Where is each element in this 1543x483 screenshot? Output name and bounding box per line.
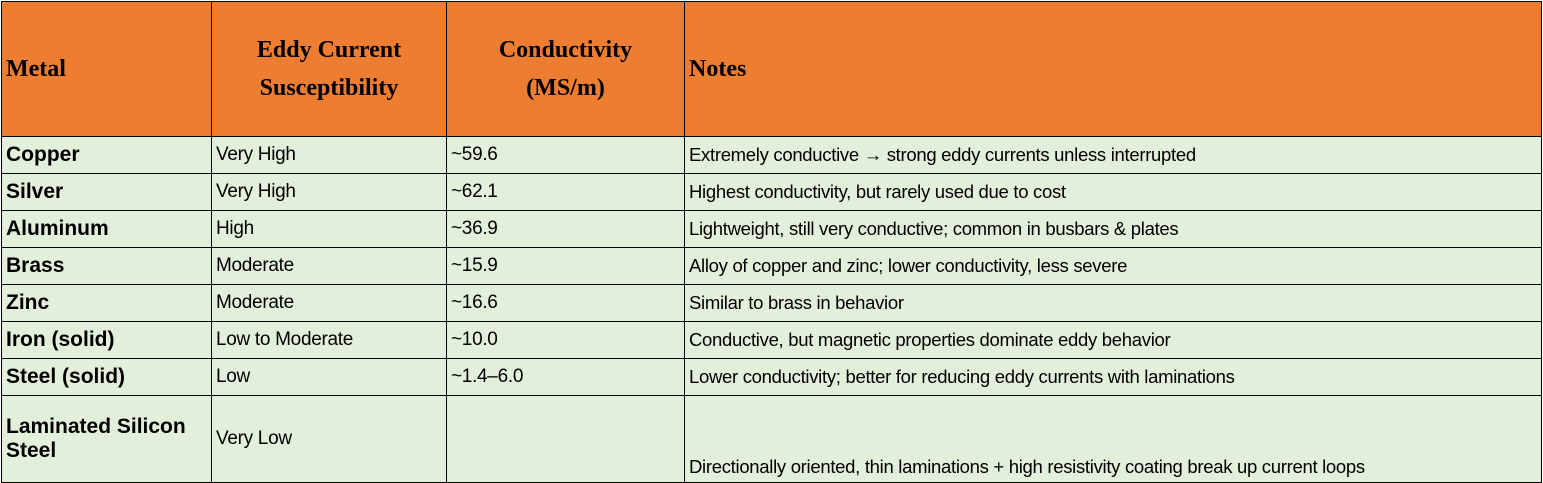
table-cell: Conductive, but magnetic properties domi… (684, 321, 1542, 359)
table-cell: Very High (211, 173, 447, 211)
table-cell: Steel (solid) (1, 358, 212, 396)
header-cell: Conductivity (MS/m) (446, 1, 685, 137)
table-cell: Very Low (211, 395, 447, 483)
table-row: Brass Moderate ~15.9 Alloy of copper and zi… (1, 247, 1542, 285)
header-row: Metal Eddy Current Susceptibility Conduc… (1, 1, 1542, 137)
table-cell: Extremely conductive → strong eddy curre… (684, 136, 1542, 174)
table-row: Laminated Silicon Steel Very Low Direction… (1, 395, 1542, 483)
table-row: Silver Very High ~62.1 Highest conductivity… (1, 173, 1542, 211)
table-row: Steel (solid) Low ~1.4–6.0 Lower conductivi… (1, 358, 1542, 396)
table-cell: Highest conductivity, but rarely used du… (684, 173, 1542, 211)
table-cell: Zinc (1, 284, 212, 322)
table-cell: ~15.9 (446, 247, 685, 285)
table-cell: Moderate (211, 247, 447, 285)
table-cell: Laminated Silicon Steel (1, 395, 212, 483)
table-cell: Iron (solid) (1, 321, 212, 359)
header-text: Notes (689, 55, 747, 82)
table-cell: ~36.9 (446, 210, 685, 248)
table-cell: ~10.0 (446, 321, 685, 359)
table-cell: Alloy of copper and zinc; lower conducti… (684, 247, 1542, 285)
table-cell: Copper (1, 136, 212, 174)
table-cell: ~59.6 (446, 136, 685, 174)
table-cell: ~1.4–6.0 (446, 358, 685, 396)
table-row: Iron (solid) Low to Moderate ~10.0 Conducti… (1, 321, 1542, 359)
header-text: Eddy Current Susceptibility (256, 37, 402, 101)
table-cell: Lower conductivity; better for reducing … (684, 358, 1542, 396)
table-cell: Similar to brass in behavior (684, 284, 1542, 322)
table-cell: Low (211, 358, 447, 396)
header-cell: Notes (684, 1, 1542, 137)
table-cell: Low to Moderate (211, 321, 447, 359)
table-row: Zinc Moderate ~16.6 Similar to brass in beh… (1, 284, 1542, 322)
table-row: Aluminum High ~36.9 Lightweight, still very… (1, 210, 1542, 248)
table-cell (446, 395, 685, 483)
table-cell: Directionally oriented, thin laminations… (684, 395, 1542, 483)
table-cell: ~62.1 (446, 173, 685, 211)
table-cell: Moderate (211, 284, 447, 322)
table-cell: Brass (1, 247, 212, 285)
header-text: Conductivity (MS/m) (498, 37, 633, 101)
table-cell: ~16.6 (446, 284, 685, 322)
table-body: Copper Very High ~59.6 Extremely conductive… (1, 136, 1542, 483)
table-cell: Very High (211, 136, 447, 174)
table-cell: Lightweight, still very conductive; comm… (684, 210, 1542, 248)
table-cell: High (211, 210, 447, 248)
header-cell: Metal (1, 1, 212, 137)
header-text: Metal (6, 55, 66, 82)
table-row: Copper Very High ~59.6 Extremely conductive… (1, 136, 1542, 174)
table-cell: Silver (1, 173, 212, 211)
header-cell: Eddy Current Susceptibility (211, 1, 447, 137)
table-cell: Aluminum (1, 210, 212, 248)
